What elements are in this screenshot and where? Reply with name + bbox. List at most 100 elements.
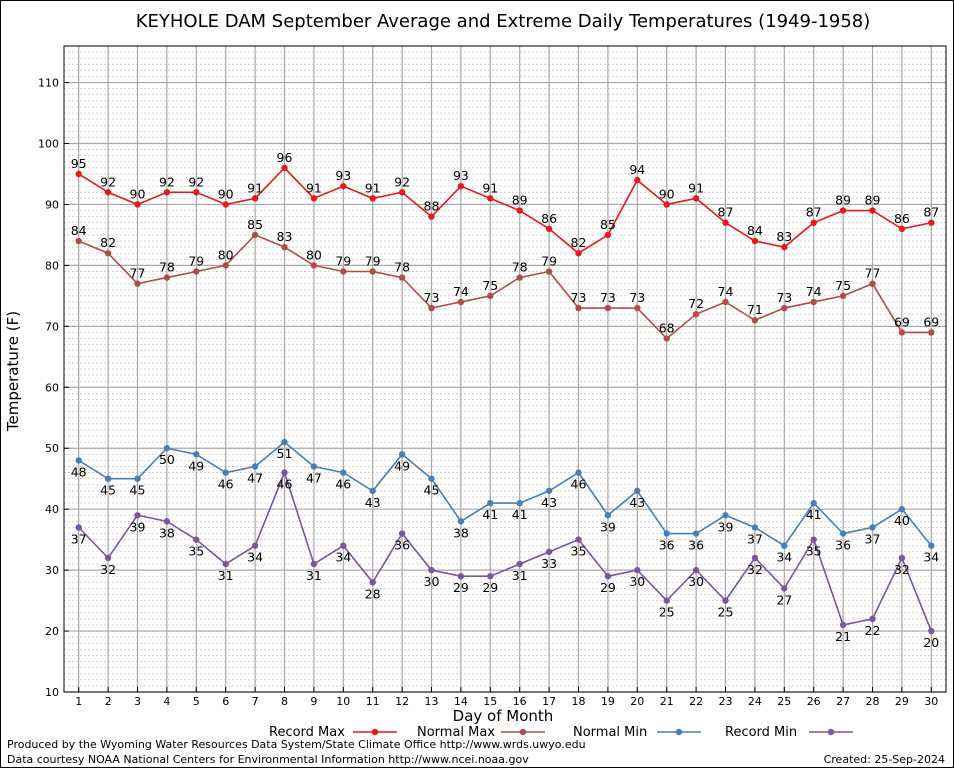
- data-point: [869, 524, 876, 531]
- data-label: 86: [894, 211, 910, 226]
- data-label: 43: [541, 495, 557, 510]
- data-label: 74: [806, 284, 822, 299]
- data-label: 78: [512, 260, 528, 275]
- data-point: [604, 573, 612, 580]
- data-label: 27: [776, 592, 792, 607]
- plot-frame: [63, 45, 947, 693]
- data-label: 91: [365, 180, 381, 195]
- data-label: 36: [835, 538, 851, 553]
- data-label: 85: [247, 217, 263, 232]
- data-label: 41: [806, 507, 822, 522]
- data-point: [928, 542, 935, 549]
- data-point: [604, 512, 612, 519]
- data-label: 34: [247, 550, 263, 565]
- data-label: 22: [865, 623, 881, 638]
- x-tick-label: 26: [807, 695, 821, 708]
- data-point: [692, 310, 700, 318]
- data-label: 91: [306, 180, 322, 195]
- data-label: 73: [600, 290, 616, 305]
- data-point: [310, 560, 318, 568]
- data-point: [251, 542, 259, 549]
- data-point: [251, 195, 259, 202]
- y-tick-label: 70: [45, 320, 59, 333]
- data-label: 32: [747, 562, 763, 577]
- legend-marker: [371, 728, 379, 736]
- data-point: [457, 298, 465, 306]
- data-label: 78: [159, 260, 175, 275]
- data-label: 46: [218, 477, 234, 492]
- data-point: [75, 524, 82, 531]
- x-tick-label: 28: [866, 695, 880, 708]
- data-point: [281, 243, 288, 251]
- series-line-normal-min: [78, 441, 932, 547]
- data-point: [545, 548, 553, 556]
- data-point: [398, 451, 406, 458]
- data-label: 87: [718, 205, 734, 220]
- legend-marker: [519, 728, 527, 736]
- data-label: 33: [541, 556, 557, 571]
- x-tick-label: 23: [719, 695, 733, 708]
- y-tick-label: 90: [45, 198, 59, 211]
- data-label: 77: [865, 266, 881, 281]
- data-label: 38: [159, 525, 175, 540]
- data-label: 31: [306, 568, 322, 583]
- data-label: 34: [776, 550, 792, 565]
- data-point: [340, 182, 347, 190]
- data-point: [134, 475, 141, 482]
- data-point: [575, 469, 582, 476]
- data-label: 32: [100, 562, 116, 577]
- data-point: [663, 335, 670, 342]
- data-point: [428, 304, 435, 312]
- data-label: 49: [394, 458, 410, 473]
- data-label: 35: [806, 544, 822, 559]
- data-label: 37: [865, 531, 881, 546]
- data-label: 40: [894, 513, 910, 528]
- data-label: 34: [335, 550, 351, 565]
- data-point: [869, 207, 876, 214]
- data-point: [663, 597, 670, 604]
- data-point: [193, 189, 200, 196]
- data-point: [634, 176, 641, 184]
- data-point: [810, 499, 817, 507]
- data-point: [398, 530, 406, 537]
- data-point: [898, 329, 906, 336]
- data-label: 87: [923, 205, 939, 220]
- x-tick-label: 2: [105, 695, 112, 708]
- data-point: [75, 457, 82, 464]
- data-point: [369, 195, 376, 202]
- data-label: 71: [747, 302, 763, 317]
- y-tick-label: 10: [45, 686, 59, 699]
- data-point: [281, 469, 288, 476]
- data-point: [604, 304, 612, 312]
- data-point: [604, 231, 612, 239]
- data-point: [516, 274, 523, 281]
- data-label: 94: [629, 162, 645, 177]
- data-label: 30: [629, 574, 645, 589]
- data-label: 45: [100, 483, 116, 498]
- legend: Record Max Normal Max Normal Min Record Min: [269, 725, 853, 740]
- data-point: [457, 518, 465, 525]
- data-point: [104, 554, 112, 562]
- data-label: 35: [571, 544, 587, 559]
- x-tick-label: 6: [222, 695, 229, 708]
- data-point: [692, 195, 700, 202]
- data-label: 84: [747, 223, 763, 238]
- x-tick-label: 7: [252, 695, 259, 708]
- x-tick-label: 24: [748, 695, 762, 708]
- data-label: 85: [600, 217, 616, 232]
- series-line-normal-max: [78, 233, 932, 340]
- x-tick-label: 14: [454, 695, 468, 708]
- data-point: [722, 512, 729, 519]
- data-point: [104, 475, 112, 482]
- legend-label: Record Max: [269, 725, 345, 740]
- data-label: 89: [835, 193, 851, 208]
- x-axis-title: Day of Month: [453, 707, 554, 725]
- data-label: 91: [688, 180, 704, 195]
- data-label: 93: [335, 168, 351, 183]
- data-point: [516, 499, 523, 507]
- data-point: [839, 621, 847, 629]
- data-point: [134, 512, 141, 519]
- data-point: [516, 560, 523, 568]
- data-point: [781, 542, 788, 549]
